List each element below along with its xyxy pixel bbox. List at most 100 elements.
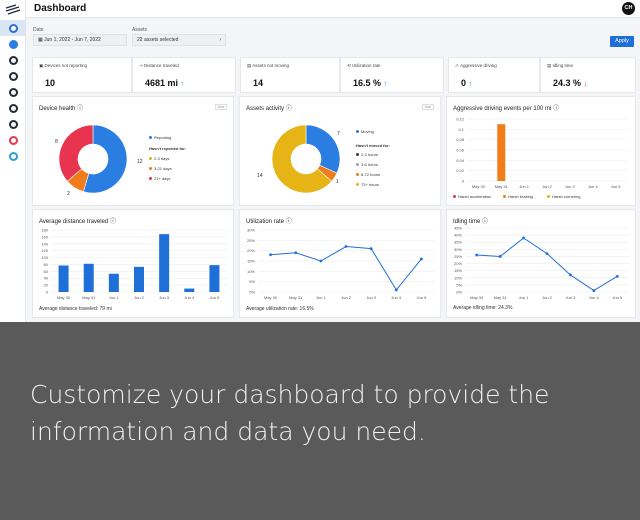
route-icon: ⇢ — [139, 63, 145, 68]
avg-distance-bar[interactable] — [58, 265, 69, 292]
idling-point[interactable] — [569, 273, 572, 277]
device-health-donut — [58, 124, 128, 194]
nav-item-dashboard[interactable] — [0, 20, 26, 36]
utilization-point[interactable] — [394, 288, 398, 292]
chevron-right-icon: › — [219, 37, 221, 43]
x-tick-label: Jun 4 — [184, 295, 195, 300]
reports-icon — [8, 87, 18, 97]
integrations-icon — [8, 151, 18, 161]
idling-point[interactable] — [545, 252, 549, 255]
maintenance-icon — [8, 135, 18, 145]
info-icon[interactable]: ⓘ — [77, 106, 84, 112]
y-tick-label: 80 — [44, 262, 49, 267]
nav-item-alerts[interactable] — [0, 116, 26, 132]
idling-point[interactable] — [522, 236, 525, 240]
info-icon[interactable]: ⓘ — [482, 219, 489, 225]
aggressive-driving-chart: 0.12 0.1 0.08 0.06 0.04 0.02 0 May 30 May 31 Jun … — [456, 117, 627, 189]
idling-line — [476, 237, 618, 292]
y-tick-label: 5% — [249, 279, 255, 284]
drivers-icon — [8, 103, 18, 113]
trips-icon — [8, 71, 18, 81]
y-tick-label: 0 — [462, 179, 465, 184]
utilization-chart: 30% 25% 20% 15% 10% 5% 0% May 30 May 31 Jun 1 Jun … — [247, 228, 434, 300]
avg-distance-panel: Average distance traveled ⓘ 180 160 140 120… — [32, 209, 234, 318]
y-tick-label: 30% — [454, 247, 462, 252]
y-tick-label: 0.1 — [458, 127, 464, 132]
kpi-distance-traveled[interactable]: ⇢ Distance traveled 4681 mi ↑ — [132, 57, 236, 93]
idling-panel: Idling time ⓘ 45% 40% 35% 30% 25% 20% 15% 10% 5%… — [446, 209, 636, 318]
utilization-point[interactable] — [319, 259, 323, 263]
x-tick-label: May 31 — [82, 295, 96, 300]
nav-item-maintenance[interactable] — [0, 132, 26, 148]
avg-distance-bar[interactable] — [184, 288, 195, 292]
idling-point[interactable] — [498, 255, 502, 258]
info-icon[interactable]: ⓘ — [553, 106, 560, 112]
date-range-picker[interactable]: ▦ Jun 1, 2022 - Jun 7, 2022 — [33, 34, 127, 46]
nav-item-map[interactable] — [0, 36, 26, 52]
kpi-value: 24.3 % — [553, 78, 582, 88]
utilization-point[interactable] — [369, 247, 373, 250]
avg-distance-bar[interactable] — [209, 265, 220, 292]
kpi-utilization-rate[interactable]: ⟲ Utilization rate 16.5 % ↑ — [340, 57, 444, 93]
x-tick-label: Jun 4 — [391, 295, 402, 300]
avatar[interactable]: CH — [622, 2, 635, 15]
avg-distance-bar[interactable] — [83, 263, 94, 292]
kpi-devices-not-reporting[interactable]: ▣ Devices not reporting 10 — [32, 57, 132, 93]
x-tick-label: Jun 1 — [519, 295, 530, 300]
info-icon[interactable]: ⓘ — [285, 106, 292, 112]
legend-harsh-cornering: Harsh cornering — [547, 194, 580, 199]
x-tick-label: Jun 2 — [341, 295, 352, 300]
utilization-point[interactable] — [269, 253, 272, 257]
legend-2-3-days: 2-3 days — [149, 156, 169, 161]
legend-2-3-hours: 2-3 hours — [356, 152, 378, 157]
nav-item-integrations[interactable] — [0, 148, 26, 164]
assets-activity-slice-moving[interactable] — [305, 124, 341, 174]
assets-selector-value: 22 assets selected — [137, 37, 179, 43]
nav-item-reports[interactable] — [0, 84, 26, 100]
y-tick-label: 60 — [44, 269, 49, 274]
utilization-point[interactable] — [344, 245, 348, 248]
truck-icon: ▤ — [247, 63, 253, 68]
x-tick-label: Jun 5 — [611, 184, 622, 189]
avg-distance-bar[interactable] — [134, 266, 144, 292]
device-health-slice-21-days[interactable] — [58, 124, 94, 182]
caption-banner — [0, 322, 640, 520]
assets-activity-title: Assets activity — [246, 106, 285, 112]
legend-6-72-hours: 6-72 hours — [356, 172, 380, 177]
left-nav-rail: ? — [0, 0, 26, 352]
utilization-point[interactable] — [294, 251, 298, 255]
assets-selector[interactable]: 22 assets selected › — [132, 34, 226, 46]
assets-activity-slice-72-hours[interactable] — [271, 124, 333, 194]
kpi-label: Idling time — [552, 63, 574, 68]
aggressive-driving-panel: Aggressive driving events per 100 mi ⓘ 0… — [446, 96, 636, 206]
info-icon[interactable]: ⓘ — [285, 219, 292, 225]
utilization-point[interactable] — [420, 257, 423, 261]
apply-button[interactable]: Apply — [610, 36, 634, 47]
kpi-assets-not-moving[interactable]: ▤ Assets not moving 14 — [240, 57, 340, 93]
y-tick-label: 5% — [456, 282, 462, 287]
idling-point[interactable] — [615, 274, 619, 278]
y-tick-label: 100 — [41, 255, 48, 260]
kpi-idling-time[interactable]: ▤ Idling time 24.3 % ↓ — [540, 57, 636, 93]
y-tick-label: 20% — [454, 261, 462, 266]
y-tick-label: 0 — [46, 290, 49, 295]
device-health-slice-reporting[interactable] — [83, 124, 128, 194]
y-tick-label: 20 — [44, 283, 49, 288]
avg-distance-bar[interactable] — [159, 234, 170, 292]
aggressive-driving-bar[interactable] — [497, 124, 506, 181]
info-icon[interactable]: ⓘ — [109, 219, 116, 225]
nav-item-assets[interactable] — [0, 52, 26, 68]
trend-up-icon: ↑ — [383, 81, 388, 88]
idling-point[interactable] — [592, 289, 596, 292]
legend-reporting: Reporting — [149, 135, 171, 140]
nav-item-trips[interactable] — [0, 68, 26, 84]
y-tick-label: 10% — [454, 275, 462, 280]
nav-item-drivers[interactable] — [0, 100, 26, 116]
kpi-aggressive-driving[interactable]: ⚠ Aggressive driving 0 ↑ — [448, 57, 540, 93]
avg-distance-bar[interactable] — [108, 273, 119, 292]
idle-truck-icon: ▤ — [547, 63, 553, 68]
idling-point[interactable] — [475, 253, 479, 257]
kpi-label: Aggressive driving — [460, 63, 497, 68]
x-tick-label: Jun 4 — [588, 184, 599, 189]
y-tick-label: 10% — [247, 269, 255, 274]
